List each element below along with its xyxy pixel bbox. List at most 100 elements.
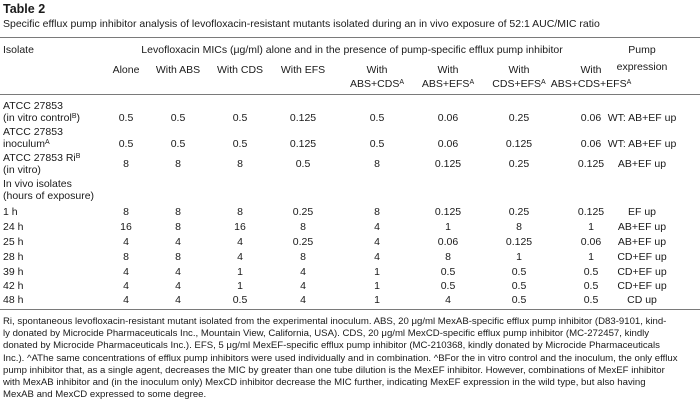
mic-abs-efs: 0.06	[437, 138, 459, 150]
col-header-cds: With CDS	[216, 64, 264, 76]
mic-abs-efs: 0.125	[434, 206, 462, 218]
pump-expression: AB+EF up	[617, 236, 667, 248]
mic-abs-cds: 4	[374, 236, 380, 248]
mic-abs: 4	[175, 236, 181, 248]
mic-alone: 8	[123, 206, 129, 218]
header-pump-line2: expression	[616, 61, 668, 73]
mic-alone: 16	[120, 221, 132, 233]
isolate-name-line2: inoculumA	[3, 138, 50, 150]
col-header-abs-efs-l1: With	[437, 64, 459, 76]
mic-abs-efs: 0.125	[434, 158, 462, 170]
mic-abs-cds: 1	[374, 266, 380, 278]
mic-efs: 8	[300, 251, 306, 263]
mic-abs: 0.5	[170, 138, 186, 150]
isolate-name-line2: (in vitro)	[3, 164, 41, 176]
col-header-abs-efs-l2: ABS+EFSA	[421, 78, 475, 90]
mic-alone: 0.5	[118, 112, 134, 124]
mic-cds-efs: 0.25	[508, 206, 530, 218]
footnote-line: Inc.). ^AThe same concentrations of effl…	[3, 352, 678, 364]
mic-cds-efs: 8	[516, 221, 522, 233]
mic-abs: 0.5	[170, 112, 186, 124]
mic-abs-cds: 0.5	[369, 138, 385, 150]
mic-alone: 4	[123, 294, 129, 306]
mic-cds: 8	[237, 206, 243, 218]
footnote-line: MexAB and MexCD expressed to some degree…	[3, 389, 207, 401]
pump-expression: CD+EF up	[617, 266, 667, 278]
mic-cds: 0.5	[232, 138, 248, 150]
mic-cds: 0.5	[232, 112, 248, 124]
mic-abs-cds: 4	[374, 251, 380, 263]
mic-abs-cds-efs: 0.06	[580, 112, 602, 124]
footnote-line: with MexAB inhibitor and (in the inoculu…	[3, 377, 646, 389]
mic-cds-efs: 0.125	[505, 138, 533, 150]
mic-abs: 8	[175, 158, 181, 170]
col-header-efs: With EFS	[280, 64, 326, 76]
isolate-name: 28 h	[3, 251, 24, 263]
isolate-name: 25 h	[3, 236, 24, 248]
col-header-abs: With ABS	[155, 64, 201, 76]
col-header-abs-cds-efs-l1: With	[580, 64, 602, 76]
mic-abs-efs: 0.5	[440, 266, 456, 278]
mic-abs: 8	[175, 206, 181, 218]
col-header-abs-cds-l2: ABS+CDSA	[350, 78, 404, 90]
isolate-name: 1 h	[3, 206, 18, 218]
pump-expression: CD+EF up	[617, 251, 667, 263]
table-footnote: Ri, spontaneous levofloxacin-resistant m…	[3, 316, 697, 401]
mic-abs-cds: 1	[374, 294, 380, 306]
mic-alone: 4	[123, 280, 129, 292]
isolate-name: 48 h	[3, 294, 24, 306]
mic-cds-efs: 0.5	[511, 280, 527, 292]
mic-abs-efs: 0.06	[437, 236, 459, 248]
pump-expression: WT: AB+EF up	[607, 138, 677, 150]
col-header-abs-cds-l1: With	[366, 64, 388, 76]
isolate-name: 42 h	[3, 280, 24, 292]
mic-cds-efs: 1	[516, 251, 522, 263]
mic-abs-cds: 4	[374, 221, 380, 233]
mic-alone: 4	[123, 266, 129, 278]
mic-alone: 0.5	[118, 138, 134, 150]
mic-alone: 4	[123, 236, 129, 248]
pump-expression: WT: AB+EF up	[607, 112, 677, 124]
mic-abs-efs: 0.5	[440, 280, 456, 292]
mic-abs-cds-efs: 0.125	[577, 158, 605, 170]
mic-efs: 0.25	[292, 206, 314, 218]
pump-expression: CD up	[627, 294, 657, 306]
mic-abs-cds-efs: 0.06	[580, 236, 602, 248]
header-isolate: Isolate	[3, 44, 34, 56]
header-pump-line1: Pump	[628, 44, 656, 56]
mic-abs: 8	[175, 251, 181, 263]
mic-abs-cds-efs: 1	[588, 221, 594, 233]
mic-abs-efs: 4	[445, 294, 451, 306]
mic-efs: 0.5	[295, 158, 311, 170]
footnote-line: ly donated by Microcide Pharmaceuticals …	[3, 328, 650, 340]
pump-expression: AB+EF up	[617, 221, 667, 233]
mic-efs: 0.125	[289, 138, 317, 150]
mic-efs: 4	[300, 280, 306, 292]
mic-abs-cds-efs: 0.06	[580, 138, 602, 150]
mic-abs-cds-efs: 0.5	[583, 280, 599, 292]
mic-efs: 0.25	[292, 236, 314, 248]
mic-cds: 1	[237, 280, 243, 292]
mic-cds: 16	[234, 221, 246, 233]
mic-abs-cds-efs: 0.5	[583, 266, 599, 278]
mic-abs-cds: 8	[374, 206, 380, 218]
mic-abs-cds-efs: 0.5	[583, 294, 599, 306]
mic-abs: 4	[175, 294, 181, 306]
footnote-line: pump inhibitor that, as a single agent, …	[3, 364, 665, 376]
bottom-rule	[0, 309, 700, 310]
isolate-name: 39 h	[3, 266, 24, 278]
mic-abs-efs: 8	[445, 251, 451, 263]
mic-abs-cds: 0.5	[369, 112, 385, 124]
header-group: Levofloxacin MICs (μg/ml) alone and in t…	[141, 44, 563, 56]
col-header-abs-cds-efs-l2: ABS+CDS+EFSA	[550, 78, 632, 90]
mic-alone: 8	[123, 251, 129, 263]
mic-cds-efs: 0.5	[511, 294, 527, 306]
mic-cds-efs: 0.5	[511, 266, 527, 278]
mic-cds: 8	[237, 158, 243, 170]
mic-abs-cds: 1	[374, 280, 380, 292]
pump-expression: AB+EF up	[617, 158, 667, 170]
table-label: Table 2	[3, 2, 46, 16]
mic-efs: 4	[300, 266, 306, 278]
top-rule	[0, 37, 700, 38]
footnote-line: donated by Microcide Pharmaceuticals Inc…	[3, 340, 660, 352]
